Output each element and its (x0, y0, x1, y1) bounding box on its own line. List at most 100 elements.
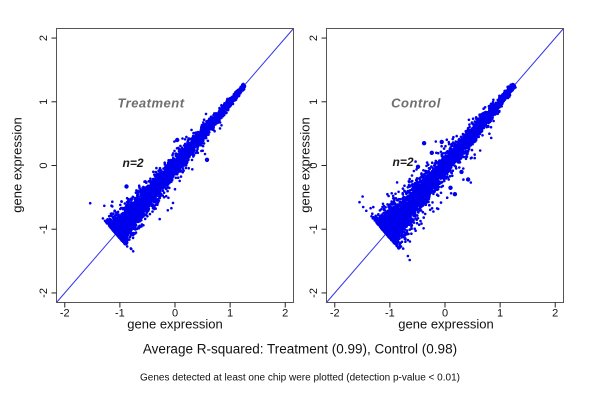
data-point (489, 125, 493, 129)
data-point (205, 120, 208, 123)
data-point (140, 205, 143, 209)
data-point (198, 137, 202, 140)
data-point (220, 124, 223, 127)
data-point (213, 121, 217, 125)
data-point (165, 174, 168, 177)
data-point (141, 198, 145, 201)
data-point (123, 212, 126, 215)
data-point (148, 204, 151, 208)
data-point (225, 111, 228, 114)
data-point (171, 201, 175, 205)
y-tick-label: 2 (38, 35, 50, 41)
data-point (218, 106, 221, 110)
data-point (177, 164, 180, 168)
data-point (152, 182, 155, 185)
data-point (111, 221, 115, 224)
data-point (201, 123, 204, 127)
data-point (129, 197, 133, 201)
data-point (185, 161, 189, 165)
data-point (191, 168, 194, 171)
data-point (195, 141, 199, 144)
data-point (155, 194, 159, 197)
data-point (155, 187, 158, 190)
data-point (137, 190, 140, 194)
data-point (181, 155, 184, 158)
data-point (192, 155, 195, 158)
data-point (129, 222, 132, 225)
data-point (133, 227, 136, 230)
data-point (148, 184, 152, 188)
data-point (183, 138, 187, 141)
data-point (152, 170, 155, 174)
data-point (175, 159, 179, 162)
data-point (151, 210, 154, 213)
data-point (201, 144, 205, 148)
outlier-point (204, 157, 210, 162)
data-point (190, 128, 193, 132)
data-point (164, 170, 167, 174)
data-point (171, 175, 175, 178)
data-point (138, 216, 142, 219)
data-point (208, 125, 211, 129)
data-point (215, 112, 218, 116)
data-point (181, 148, 184, 152)
data-point (198, 143, 202, 147)
data-point (160, 181, 163, 184)
data-point (179, 153, 182, 156)
data-point (206, 139, 210, 143)
data-point (144, 209, 147, 213)
data-point (138, 209, 141, 213)
data-point (164, 194, 168, 198)
data-point (155, 180, 158, 184)
data-point (223, 109, 226, 112)
data-point (204, 112, 208, 116)
data-point (139, 190, 143, 194)
data-point (128, 238, 131, 241)
data-point (230, 98, 234, 101)
data-point (177, 146, 180, 150)
data-point (126, 214, 130, 218)
data-point (179, 144, 182, 148)
data-point (202, 118, 206, 121)
data-point (200, 127, 204, 131)
data-point (223, 105, 227, 109)
data-point (143, 203, 146, 207)
data-point (110, 227, 113, 230)
data-point (144, 180, 147, 183)
data-point (143, 217, 147, 221)
data-point (88, 201, 92, 205)
data-point (134, 191, 138, 194)
data-point (173, 168, 177, 172)
data-point (184, 166, 188, 170)
data-point (192, 140, 195, 144)
data-point (184, 158, 188, 162)
x-tick-label: 1 (227, 307, 233, 319)
data-point (203, 136, 206, 139)
data-point (226, 103, 230, 107)
data-point (149, 191, 152, 194)
data-point (166, 189, 169, 193)
data-point (201, 141, 204, 145)
outlier-point (175, 137, 180, 143)
data-point (181, 168, 185, 171)
data-point (111, 200, 114, 203)
data-point (194, 136, 197, 140)
data-point (158, 190, 162, 193)
data-point (134, 212, 137, 215)
data-point (111, 205, 114, 208)
data-point (179, 175, 183, 178)
data-point (196, 130, 200, 134)
data-point (213, 129, 216, 133)
data-point (216, 115, 219, 118)
data-point (123, 202, 127, 205)
data-point (121, 218, 125, 222)
data-point (158, 178, 162, 181)
data-point (173, 187, 177, 191)
data-point (130, 231, 133, 235)
data-point (124, 238, 127, 241)
data-point (103, 204, 106, 208)
data-point (187, 146, 190, 149)
data-point (120, 238, 124, 241)
